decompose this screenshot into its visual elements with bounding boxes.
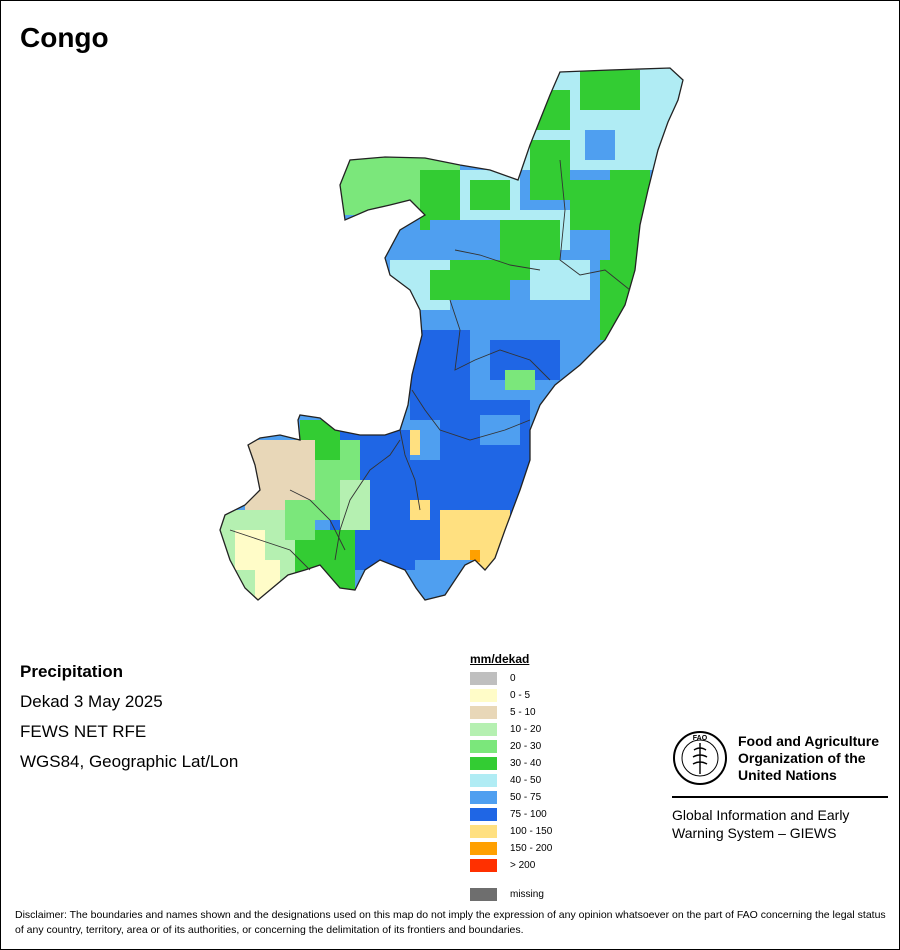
legend-swatch	[470, 791, 497, 804]
legend-item: 40 - 50	[470, 772, 552, 789]
legend-item: 100 - 150	[470, 823, 552, 840]
legend-label: 0	[510, 673, 516, 684]
legend-swatch	[470, 842, 497, 855]
fao-emblem-text: FAO	[693, 735, 708, 742]
legend-item: 0	[470, 670, 552, 687]
legend: mm/dekad 0 0 - 5 5 - 10 10 - 20 20 - 30 30 - …	[470, 652, 552, 903]
legend-label: 30 - 40	[510, 758, 542, 769]
rainfall-raster	[220, 68, 683, 600]
legend-swatch	[470, 723, 497, 736]
fao-logo-block: FAO Food and Agriculture Organization of…	[672, 730, 888, 842]
legend-item: 50 - 75	[470, 789, 552, 806]
period-label: Dekad 3 May 2025	[20, 692, 163, 711]
legend-label: 0 - 5	[510, 690, 531, 701]
giews-line2: Warning System – GIEWS	[672, 825, 837, 841]
map-title: Congo	[20, 22, 109, 53]
legend-label: 40 - 50	[510, 775, 542, 786]
legend-swatch	[470, 825, 497, 838]
legend-item: 5 - 10	[470, 704, 552, 721]
legend-swatch	[470, 808, 497, 821]
legend-label: 150 - 200	[510, 843, 553, 854]
legend-swatch	[470, 689, 497, 702]
legend-label-missing: missing	[510, 889, 544, 900]
legend-swatch-missing	[470, 888, 497, 901]
fao-org-name: Food and Agriculture Organization of the…	[738, 733, 879, 784]
legend-item: 75 - 100	[470, 806, 552, 823]
fao-divider	[672, 796, 888, 798]
disclaimer-text: Disclaimer: The boundaries and names sho…	[15, 909, 886, 936]
precipitation-map	[200, 60, 720, 620]
legend-item: 10 - 20	[470, 721, 552, 738]
source-label: FEWS NET RFE	[20, 722, 147, 741]
legend-item: 0 - 5	[470, 687, 552, 704]
fao-emblem-icon: FAO	[673, 731, 727, 785]
legend-item: > 200	[470, 857, 552, 874]
legend-label: 50 - 75	[510, 792, 542, 803]
legend-label: > 200	[510, 860, 536, 871]
legend-label: 100 - 150	[510, 826, 553, 837]
projection-label: WGS84, Geographic Lat/Lon	[20, 752, 239, 771]
map-info: Precipitation Dekad 3 May 2025 FEWS NET …	[20, 657, 238, 777]
legend-label: 10 - 20	[510, 724, 542, 735]
fao-org-line3: United Nations	[738, 766, 837, 783]
legend-swatch	[470, 706, 497, 719]
legend-swatch	[470, 774, 497, 787]
fao-org-line2: Organization of the	[738, 749, 866, 766]
legend-swatch	[470, 672, 497, 685]
legend-item-missing: missing	[470, 886, 552, 903]
legend-item: 30 - 40	[470, 755, 552, 772]
fao-org-line1: Food and Agriculture	[738, 732, 880, 749]
legend-label: 5 - 10	[510, 707, 536, 718]
legend-swatch	[470, 859, 497, 872]
department-boundaries	[229, 159, 631, 571]
legend-label: 20 - 30	[510, 741, 542, 752]
legend-title: mm/dekad	[470, 652, 530, 666]
legend-classes: 0 0 - 5 5 - 10 10 - 20 20 - 30 30 - 40 40 - 50…	[470, 670, 552, 874]
giews-name: Global Information and Early Warning Sys…	[672, 806, 888, 842]
giews-line1: Global Information and Early	[672, 807, 850, 823]
legend-item: 150 - 200	[470, 840, 552, 857]
legend-item: 20 - 30	[470, 738, 552, 755]
legend-label: 75 - 100	[510, 809, 547, 820]
legend-swatch	[470, 740, 497, 753]
variable-label: Precipitation	[20, 662, 123, 681]
legend-swatch	[470, 757, 497, 770]
